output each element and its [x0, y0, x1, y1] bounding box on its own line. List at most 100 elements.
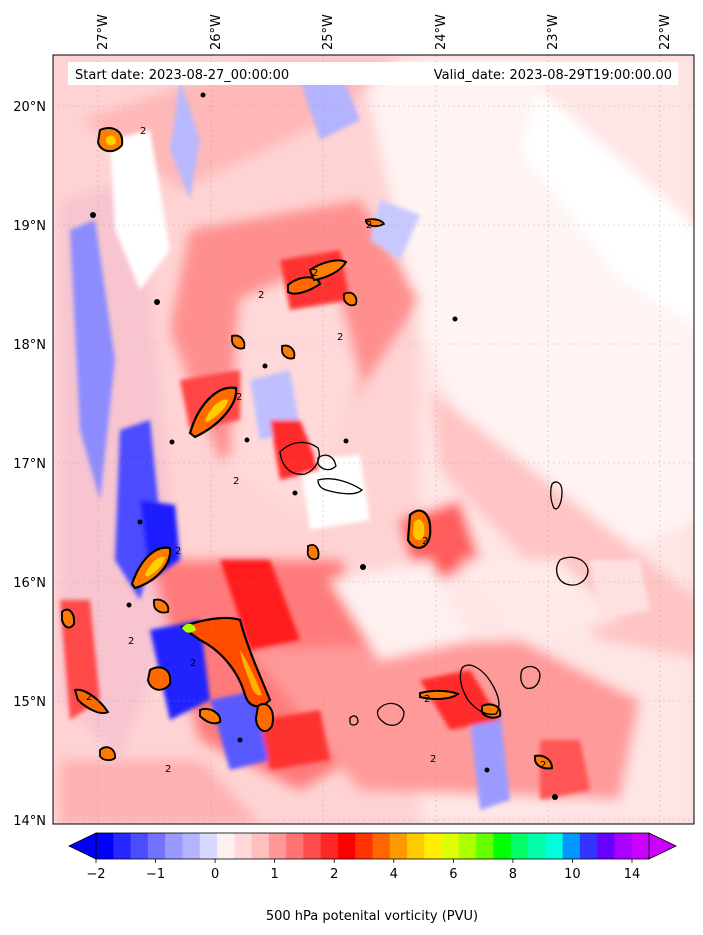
- island-boa-vista: [555, 556, 589, 586]
- colorbar-cell: [476, 833, 495, 859]
- colorbar-ticks: −2 −1 0 1 2 4 6 8 10 14: [86, 859, 640, 882]
- colorbar-tick-label: −2: [86, 867, 105, 882]
- map-frame: [52, 54, 695, 825]
- colorbar-frame: [95, 832, 650, 860]
- contour-label: 2: [128, 636, 134, 647]
- island-santo-antao: [279, 441, 320, 475]
- island-sao-nicolau: [317, 478, 364, 495]
- contour-label: 2: [540, 760, 546, 771]
- contour-label: 2: [140, 126, 146, 137]
- colorbar-cell: [199, 833, 218, 859]
- info-box: [68, 62, 678, 85]
- lat-label-19n: 19°N: [13, 219, 46, 234]
- contour-label: 2: [165, 764, 171, 775]
- colorbar-cells: [96, 833, 650, 859]
- lat-label-14n: 14°N: [13, 814, 46, 829]
- colorbar-cell: [320, 833, 339, 859]
- colorbar-cell: [545, 833, 564, 859]
- colorbar-title: 500 hPa potenital vorticity (PVU): [266, 909, 478, 924]
- colorbar-cell: [268, 833, 287, 859]
- lon-label-22w: 22°W: [658, 14, 673, 50]
- contour-labels: 2 2 2 2 2 2 2 2 2 2 2 2 2 2 2 2: [86, 126, 546, 775]
- lat-label-15n: 15°N: [13, 695, 46, 710]
- contour-label: 2: [422, 536, 428, 547]
- lon-label-23w: 23°W: [546, 14, 561, 50]
- colorbar-cell: [458, 833, 477, 859]
- colorbar-tick-label: 8: [509, 867, 517, 882]
- colorbar-cell: [424, 833, 443, 859]
- lat-label-18n: 18°N: [13, 338, 46, 353]
- colorbar-cell: [493, 833, 512, 859]
- colorbar-max-arrow: [648, 832, 677, 860]
- lat-ticks: 20°N 19°N 18°N 17°N 16°N 15°N 14°N: [13, 100, 46, 829]
- island-fogo: [376, 702, 405, 726]
- pv-high-blobs: [61, 127, 554, 770]
- contour-label: 2: [175, 546, 181, 557]
- colorbar-cell: [597, 833, 616, 859]
- colorbar: −2 −1 0 1 2 4 6 8 10 14 500 hPa potenital vortici…: [68, 832, 677, 924]
- colorbar-cell: [562, 833, 581, 859]
- contour-label: 2: [424, 694, 430, 705]
- island-coastlines: [279, 441, 589, 726]
- colorbar-cell: [355, 833, 374, 859]
- colorbar-cell: [286, 833, 304, 859]
- colorbar-min-arrow: [68, 832, 97, 860]
- contour-label: 2: [337, 332, 343, 343]
- contour-label: 2: [258, 290, 264, 301]
- colorbar-cell: [130, 833, 149, 859]
- lat-label-20n: 20°N: [13, 100, 46, 115]
- lon-ticks: 27°W 26°W 25°W 24°W 23°W 22°W: [96, 14, 673, 50]
- island-brava: [349, 715, 359, 726]
- colorbar-tick-label: 14: [624, 867, 641, 882]
- valid-date-label: Valid_date: 2023-08-29T19:00:00.00: [434, 68, 672, 83]
- island-maio: [520, 665, 541, 690]
- contour-label: 2: [233, 476, 239, 487]
- contour-label: 2: [312, 268, 318, 279]
- colorbar-cell: [510, 833, 529, 859]
- colorbar-cell: [251, 833, 270, 859]
- colorbar-cell: [631, 833, 650, 859]
- colorbar-cell: [147, 833, 166, 859]
- colorbar-cell: [614, 833, 633, 859]
- start-date-label: Start date: 2023-08-27_00:00:00: [75, 68, 289, 83]
- contour-label: 2: [236, 392, 242, 403]
- island-sao-vicente: [317, 454, 337, 471]
- colorbar-cell: [337, 833, 356, 859]
- lat-label-16n: 16°N: [13, 576, 46, 591]
- contour-label: 2: [86, 692, 92, 703]
- colorbar-cell: [303, 833, 322, 859]
- colorbar-cell: [528, 833, 546, 859]
- contour-label: 2: [366, 220, 372, 231]
- island-sal: [550, 481, 563, 510]
- colorbar-cell: [389, 833, 408, 859]
- colorbar-tick-label: 4: [390, 867, 398, 882]
- pv-map[interactable]: 2 2 2 2 2 2 2 2 2 2 2 2 2 2 2 2 Start da…: [53, 55, 700, 824]
- colorbar-tick-label: 1: [271, 867, 279, 882]
- colorbar-cell: [234, 833, 253, 859]
- colorbar-cell: [372, 833, 391, 859]
- gridlines: [53, 55, 694, 824]
- contour-label: 2: [190, 658, 196, 669]
- colorbar-cell: [407, 833, 425, 859]
- colorbar-tick-label: 10: [564, 867, 581, 882]
- colorbar-cell: [165, 833, 184, 859]
- contour-label: 2: [430, 754, 436, 765]
- colorbar-tick-label: 2: [330, 867, 338, 882]
- colorbar-cell: [113, 833, 132, 859]
- colorbar-cell: [182, 833, 201, 859]
- island-santiago: [459, 664, 500, 716]
- colorbar-cell: [96, 833, 114, 859]
- lon-label-27w: 27°W: [96, 14, 111, 50]
- colorbar-tick-label: −1: [146, 867, 165, 882]
- colorbar-cell: [579, 833, 598, 859]
- lat-label-17n: 17°N: [13, 457, 46, 472]
- colorbar-tick-label: 6: [449, 867, 457, 882]
- lon-label-24w: 24°W: [434, 14, 449, 50]
- lon-label-25w: 25°W: [321, 14, 336, 50]
- colorbar-cell: [441, 833, 460, 859]
- colorbar-tick-label: 0: [211, 867, 219, 882]
- colorbar-cell: [216, 833, 235, 859]
- lon-label-26w: 26°W: [209, 14, 224, 50]
- pv-small-cells: [90, 92, 558, 800]
